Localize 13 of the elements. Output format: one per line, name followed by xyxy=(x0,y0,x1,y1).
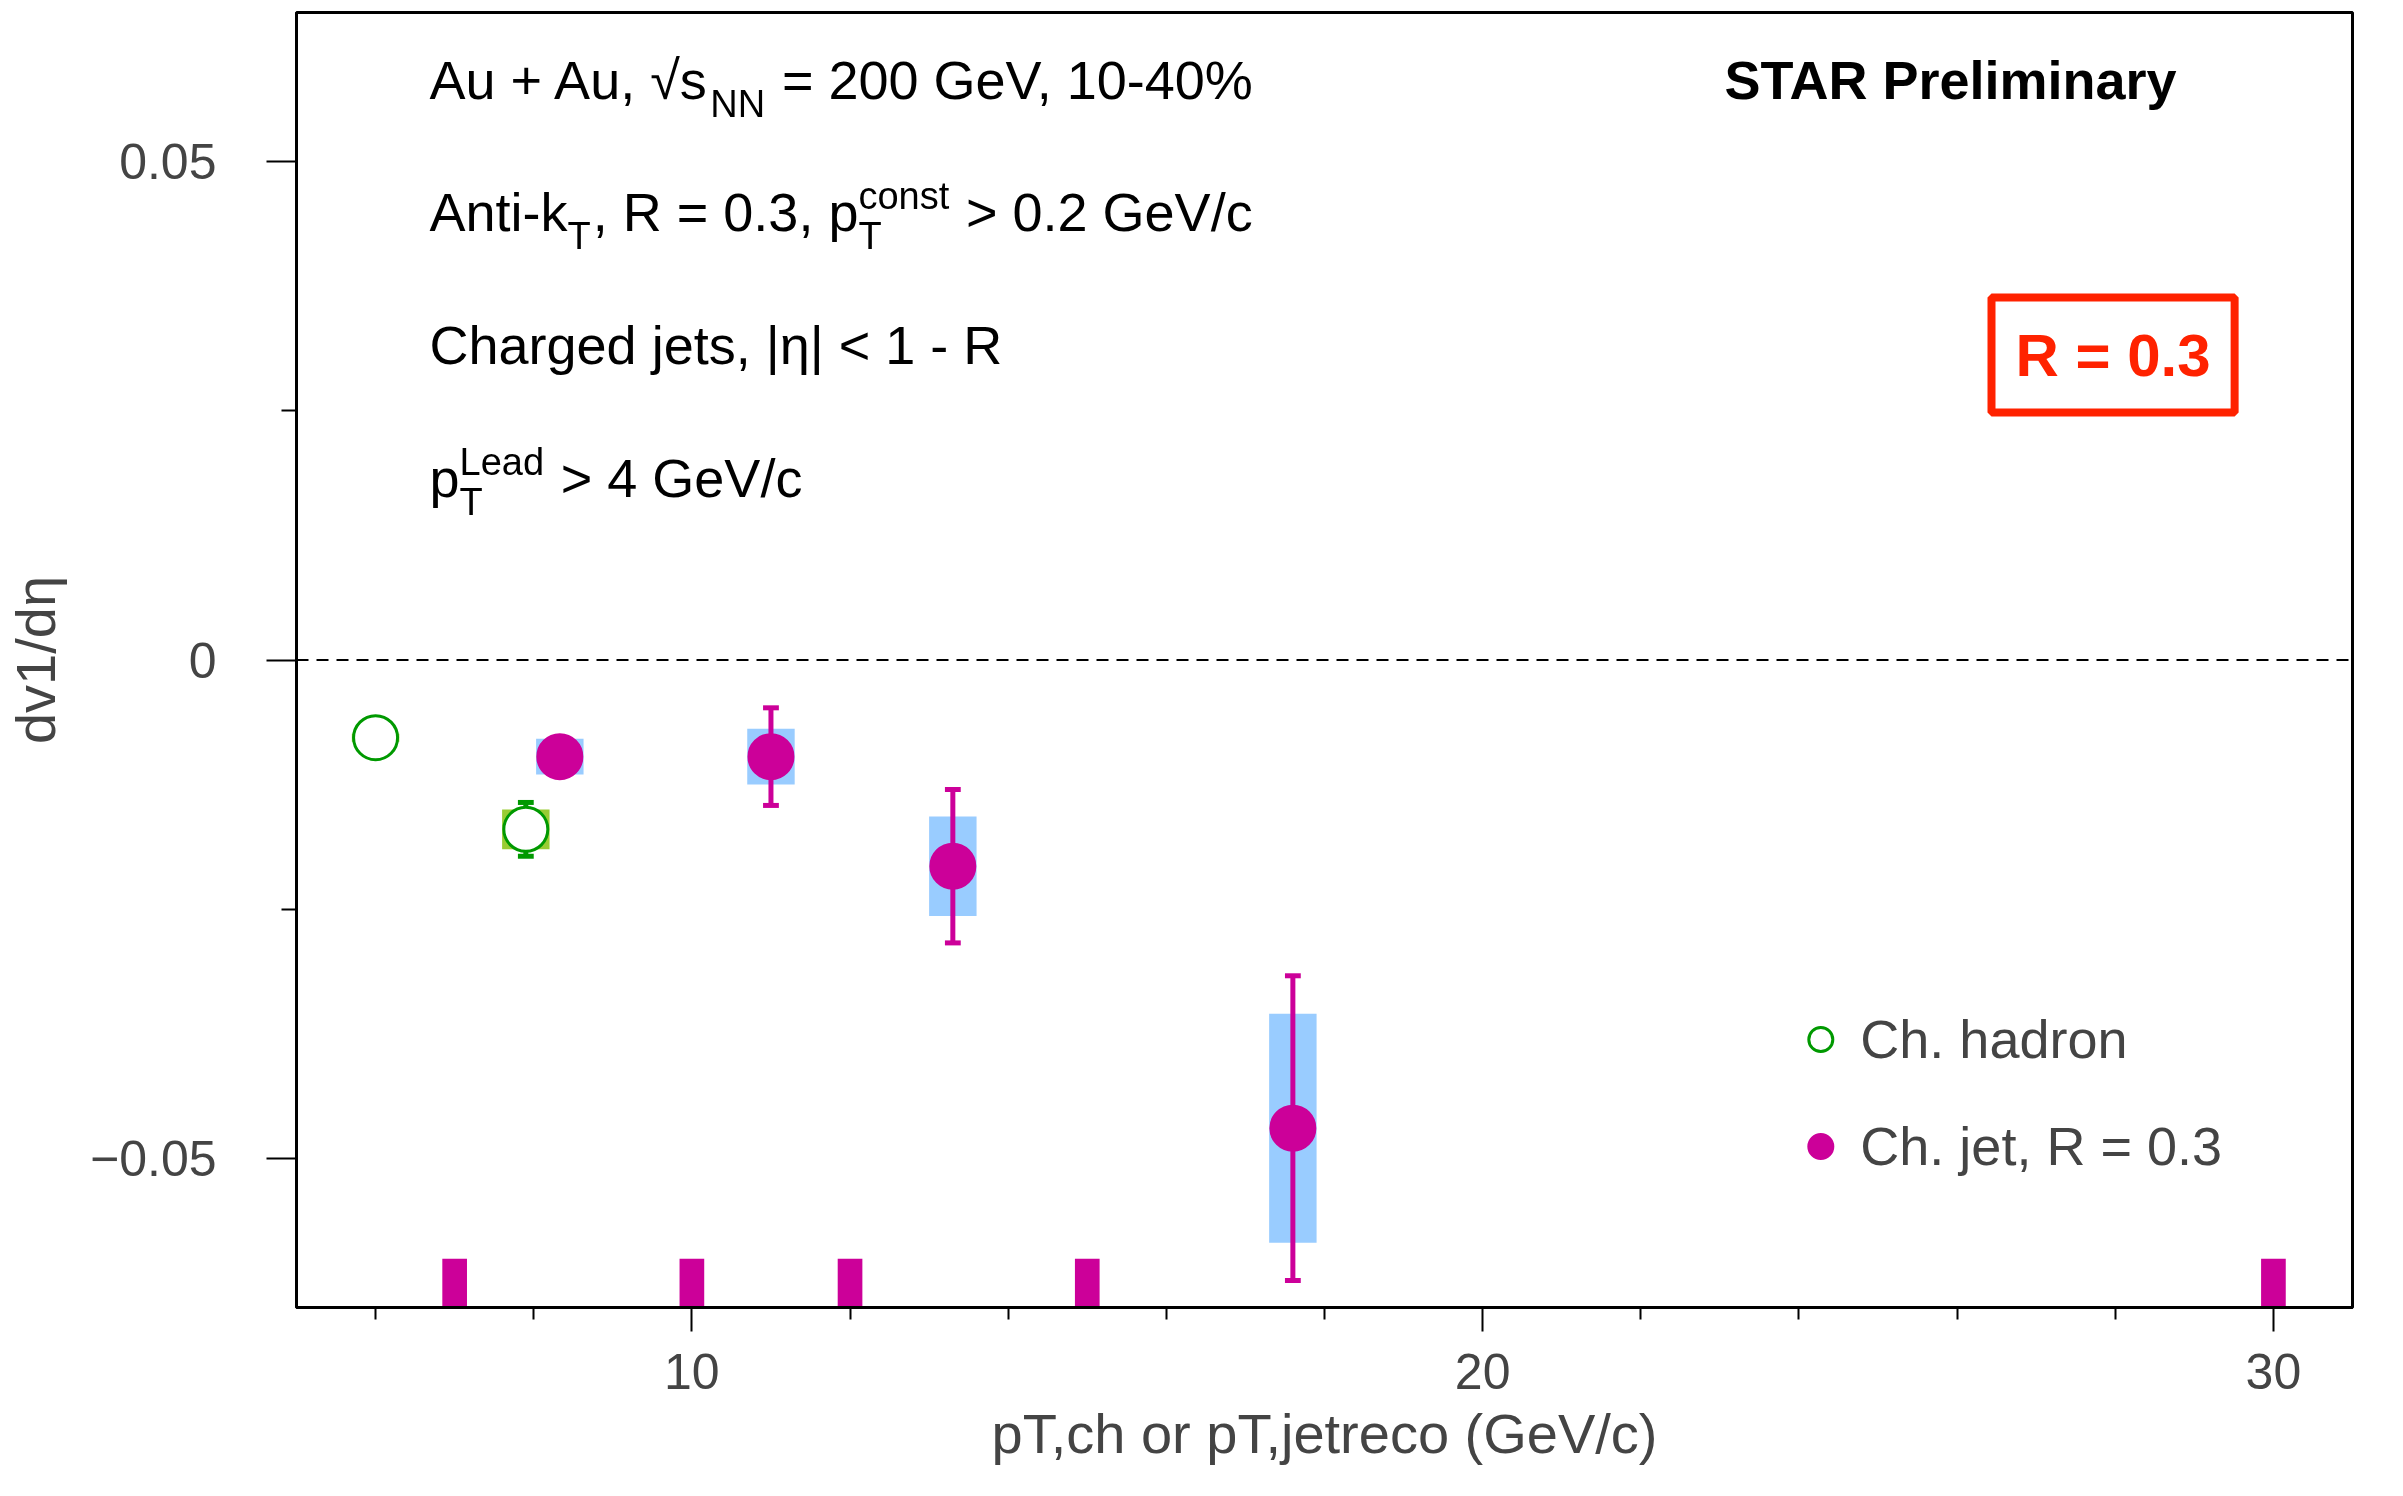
y-tick-label: 0.05 xyxy=(119,134,217,191)
annotation: Charged jets, |η| < 1 - R xyxy=(429,314,1003,375)
x-axis-title: pT,ch or pT,jetreco (GeV/c) xyxy=(991,1401,1658,1465)
y-tick-label: 0 xyxy=(188,632,217,689)
legend-label: Ch. jet, R = 0.3 xyxy=(1860,1115,2222,1177)
y-axis-title: dv1/dη xyxy=(3,575,67,745)
annotation: R = 0.3 xyxy=(2015,321,2211,389)
x-tick-label: 20 xyxy=(1454,1343,1511,1400)
y-tick-label: −0.05 xyxy=(89,1130,217,1187)
x-tick-label: 30 xyxy=(2245,1343,2302,1400)
annotation: STAR Preliminary xyxy=(1724,49,2177,110)
legend-label: Ch. hadron xyxy=(1860,1008,2128,1070)
x-tick-label: 10 xyxy=(664,1343,720,1400)
